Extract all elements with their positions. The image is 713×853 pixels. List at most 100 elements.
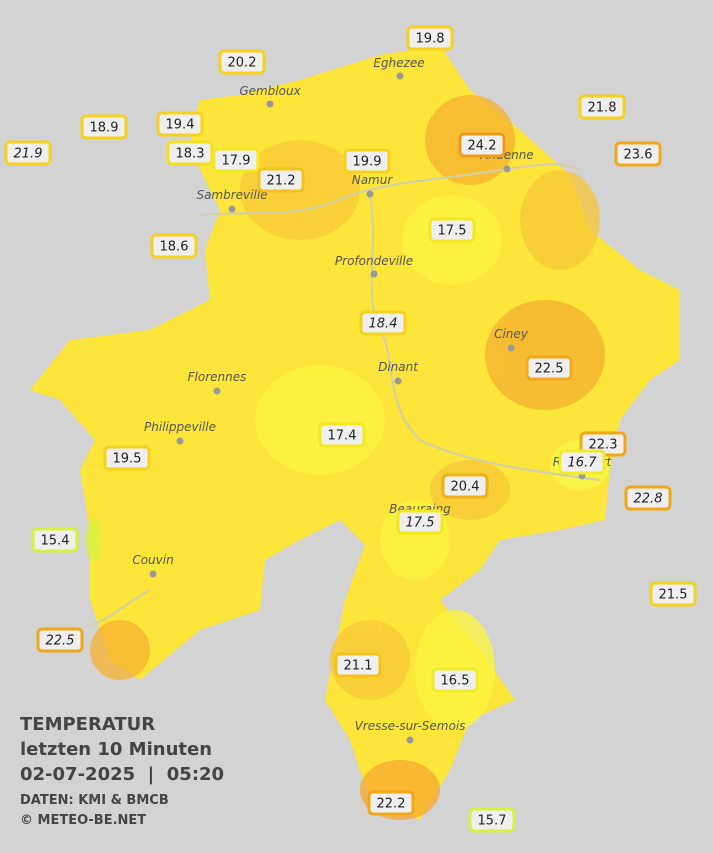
station-box — [649, 581, 697, 607]
city-dot — [228, 205, 236, 213]
station: 18.9 — [80, 114, 128, 140]
station: 19.9 — [343, 148, 391, 174]
station-value: 22.8 — [634, 492, 663, 507]
station: 21.5 — [649, 581, 697, 607]
city-label: Vresse-sur-Semois — [355, 719, 466, 733]
station: 18.4 — [359, 310, 407, 336]
station: 20.4 — [441, 473, 489, 499]
city-dot — [213, 387, 221, 395]
city-label: Sambreville — [196, 188, 267, 202]
station-box — [150, 233, 198, 259]
station-value: 17.5 — [406, 516, 435, 531]
station-value: 21.2 — [267, 174, 296, 189]
station-value: 16.7 — [568, 456, 598, 471]
station-box — [257, 167, 305, 193]
station-box — [441, 473, 489, 499]
station: 19.4 — [156, 111, 204, 137]
station-value: 17.9 — [222, 154, 251, 169]
station-box — [624, 485, 672, 511]
station-box — [468, 807, 516, 833]
city-label: Eghezee — [373, 56, 424, 70]
city-dot — [149, 570, 157, 578]
station-value: 18.6 — [160, 240, 189, 255]
legend-title: TEMPERATUR — [20, 714, 155, 735]
city-dot — [266, 100, 274, 108]
station: 24.2 — [458, 132, 506, 158]
station: 21.2 — [257, 167, 305, 193]
station-box — [80, 114, 128, 140]
station-box — [367, 790, 415, 816]
station-value: 19.4 — [166, 118, 195, 133]
station-box — [103, 445, 151, 471]
station-value: 24.2 — [468, 139, 497, 154]
station-value: 19.5 — [113, 452, 142, 467]
station-value: 19.8 — [416, 32, 445, 47]
station: 17.4 — [318, 422, 366, 448]
station: 21.9 — [4, 140, 52, 166]
station: 22.2 — [367, 790, 415, 816]
station-value: 17.4 — [328, 429, 357, 444]
station-box — [359, 310, 407, 336]
station: 21.1 — [334, 652, 382, 678]
stations: 19.8 20.2 21.8 18.9 19.4 21.9 24.2 23.6 18.3 17.9… — [4, 25, 697, 833]
station-value: 22.5 — [535, 362, 564, 377]
legend-datetime: 02-07-2025 | 05:20 — [20, 764, 224, 785]
station-value: 22.3 — [589, 438, 618, 453]
legend: TEMPERATUR letzten 10 Minuten 02-07-2025… — [20, 714, 224, 828]
station-box — [525, 355, 573, 381]
station: 15.4 — [31, 527, 79, 553]
station-box — [166, 140, 214, 166]
city-label: Profondeville — [335, 254, 413, 268]
station-box — [4, 140, 52, 166]
station: 22.8 — [624, 485, 672, 511]
station-box — [578, 94, 626, 120]
station-value: 16.5 — [441, 674, 470, 689]
station: 17.5 — [428, 217, 476, 243]
station: 15.7 — [468, 807, 516, 833]
station: 16.5 — [431, 667, 479, 693]
station-box — [36, 627, 84, 653]
station-value: 21.9 — [14, 147, 43, 162]
city-dot — [406, 736, 414, 744]
station-box — [614, 141, 662, 167]
city-label: Ciney — [494, 327, 529, 341]
city-dot — [503, 165, 511, 173]
station-box — [212, 147, 260, 173]
city-label: Namur — [352, 173, 394, 187]
station-box — [343, 148, 391, 174]
station-box — [334, 652, 382, 678]
station: 18.6 — [150, 233, 198, 259]
legend-source: DATEN: KMI & BMCB — [20, 793, 169, 808]
city-label: Gembloux — [239, 84, 301, 98]
station-value: 15.7 — [478, 814, 507, 829]
city-dot — [507, 344, 515, 352]
station-value: 21.5 — [659, 588, 688, 603]
station-value: 21.8 — [588, 101, 617, 116]
station: 22.5 — [36, 627, 84, 653]
station: 22.5 — [525, 355, 573, 381]
city-dot — [366, 190, 374, 198]
station-box — [406, 25, 454, 51]
station-value: 20.2 — [228, 56, 257, 71]
warm-areas — [90, 95, 605, 820]
station-value: 18.9 — [90, 121, 119, 136]
station-box — [428, 217, 476, 243]
station-box — [558, 449, 606, 475]
station: 23.6 — [614, 141, 662, 167]
city-dot — [394, 377, 402, 385]
station-box — [218, 49, 266, 75]
city-dot — [370, 270, 378, 278]
legend-copyright: © METEO-BE.NET — [20, 813, 146, 828]
station-value: 17.5 — [438, 224, 467, 239]
station: 21.8 — [578, 94, 626, 120]
city-label: Dinant — [378, 360, 419, 374]
station: 17.9 — [212, 147, 260, 173]
station-value: 18.4 — [369, 317, 398, 332]
station: 18.3 — [166, 140, 214, 166]
station: 19.8 — [406, 25, 454, 51]
city-label: Couvin — [132, 553, 173, 567]
station-box — [396, 509, 444, 535]
city-dot — [396, 72, 404, 80]
